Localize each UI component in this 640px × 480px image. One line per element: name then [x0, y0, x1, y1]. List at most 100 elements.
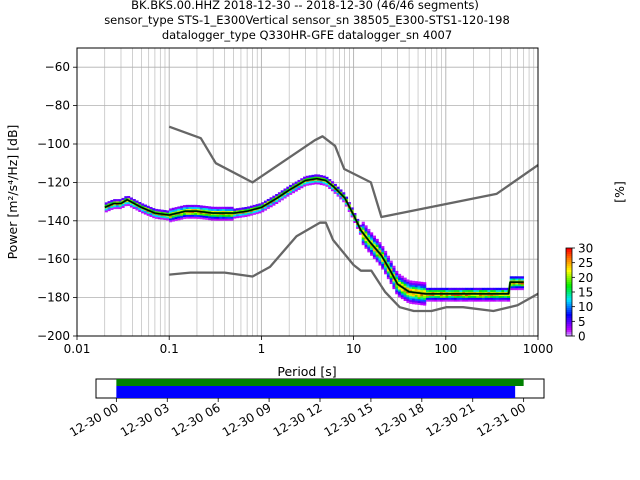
coverage-tick-label: 12-30 00 [67, 400, 121, 439]
heatmap-cell [495, 299, 499, 302]
heatmap-cell [146, 213, 150, 216]
heatmap-cell [420, 283, 424, 287]
heatmap-cell [361, 239, 365, 242]
heatmap-cell [372, 256, 376, 260]
heatmap-cell [389, 279, 393, 283]
ppsd-curves [104, 125, 539, 313]
heatmap-cell [180, 215, 184, 218]
y-tick-label: −60 [45, 60, 70, 74]
heatmap-cell [322, 175, 326, 178]
heatmap-cell [423, 284, 427, 287]
coverage-tick-label: 12-30 12 [271, 400, 325, 439]
heatmap-cell [191, 212, 195, 215]
heatmap-cell [395, 284, 399, 287]
heatmap-cell [171, 209, 175, 213]
heatmap-cell [364, 233, 368, 236]
heatmap-cell [182, 214, 187, 218]
heatmap-cell [437, 297, 441, 300]
heatmap-cell [180, 209, 184, 212]
heatmap-cell [208, 206, 212, 209]
heatmap-cell [395, 270, 399, 274]
heatmap-cell [476, 289, 480, 293]
heatmap-cell [222, 218, 226, 221]
heatmap-cell [224, 208, 228, 212]
heatmap-cell [252, 210, 256, 213]
coverage-tick-label: 12-30 06 [169, 400, 223, 439]
heatmap-cell [168, 219, 173, 223]
heatmap-cell [177, 208, 181, 211]
heatmap-cell [492, 299, 497, 302]
heatmap-cell [392, 267, 396, 270]
heatmap-cell [462, 287, 466, 291]
colorbar-tick-label: 15 [578, 286, 593, 300]
heatmap-cell [160, 209, 164, 212]
heatmap-cell [384, 270, 388, 273]
heatmap-cell [370, 234, 374, 237]
heatmap-cell [115, 206, 120, 210]
heatmap-cell [174, 207, 178, 210]
heatmap-cell [467, 295, 471, 298]
heatmap-cell [191, 208, 195, 212]
heatmap-cell [314, 174, 318, 177]
heatmap-cell [227, 216, 231, 219]
heatmap-cell [386, 261, 390, 264]
heatmap-cell [423, 301, 427, 304]
heatmap-cell [370, 251, 374, 254]
heatmap-cell [400, 275, 404, 279]
heatmap-cell [372, 250, 376, 254]
heatmap-cell [425, 297, 430, 300]
heatmap-cell [423, 287, 427, 291]
heatmap-cell [177, 216, 181, 219]
heatmap-cell [481, 297, 485, 300]
colorbar-band [566, 296, 572, 299]
heatmap-cell [104, 202, 108, 205]
heatmap-cell [347, 202, 351, 205]
heatmap-cell [448, 287, 452, 291]
heatmap-cell [361, 237, 365, 240]
heatmap-cell [448, 299, 452, 302]
heatmap-cell [219, 214, 223, 217]
heatmap-cell [406, 296, 410, 300]
heatmap-cell [300, 184, 304, 187]
heatmap-cell [291, 190, 295, 194]
heatmap-cell [319, 182, 323, 186]
heatmap-cell [411, 286, 416, 289]
heatmap-cell [414, 302, 418, 305]
colorbar-tick-label: 10 [578, 300, 593, 314]
heatmap-cell [107, 208, 111, 212]
heatmap-cell [149, 214, 153, 217]
heatmap-cell [160, 215, 164, 218]
heatmap-cell [196, 208, 201, 212]
heatmap-cell [182, 205, 187, 208]
coverage-total-bar [116, 379, 524, 386]
heatmap-cell [479, 289, 483, 293]
coverage-bars [116, 379, 524, 398]
heatmap-cell [266, 206, 270, 209]
heatmap-cell [492, 287, 497, 291]
heatmap-cell [294, 183, 298, 186]
heatmap-cell [319, 180, 323, 184]
heatmap-cell [135, 202, 139, 205]
heatmap-cell [470, 287, 474, 291]
heatmap-cell [230, 210, 234, 213]
heatmap-cell [367, 236, 371, 239]
heatmap-cell [236, 210, 240, 213]
heatmap-cell [216, 216, 220, 219]
colorbar-band [566, 294, 572, 297]
heatmap-cell [208, 217, 212, 221]
heatmap-cell [420, 285, 424, 288]
heatmap-cell [389, 277, 393, 281]
colorbar-band [566, 272, 572, 275]
heatmap-cell [146, 211, 150, 214]
heatmap-cell [411, 282, 416, 286]
heatmap-cell [395, 272, 399, 276]
heatmap-cell [467, 287, 471, 291]
heatmap-cell [283, 194, 287, 197]
heatmap-cell [113, 204, 117, 208]
heatmap-cell [255, 211, 259, 215]
heatmap-cell [263, 208, 268, 211]
heatmap-cell [498, 299, 502, 302]
heatmap-cell [141, 209, 145, 212]
heatmap-cell [442, 287, 446, 291]
heatmap-cell [236, 208, 240, 211]
